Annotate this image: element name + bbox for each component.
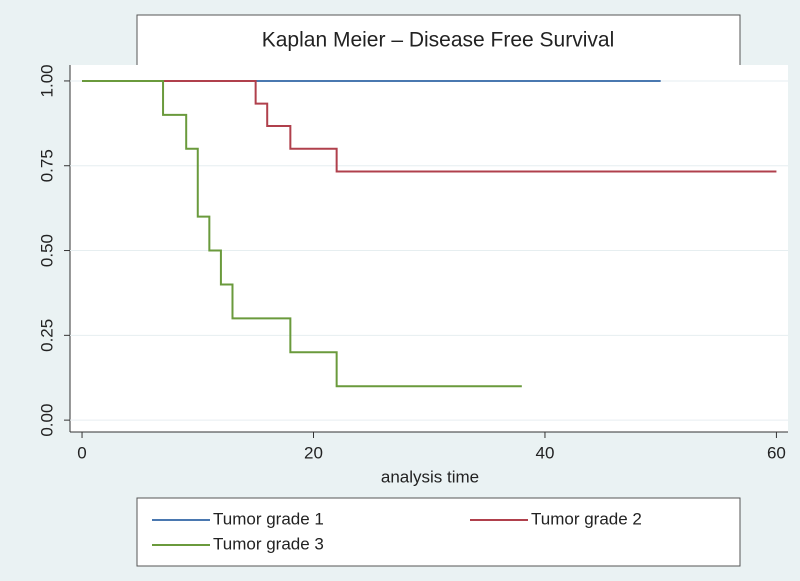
- x-tick-label: 60: [767, 443, 786, 462]
- x-tick-label: 40: [536, 443, 555, 462]
- y-tick-label: 1.00: [37, 64, 56, 97]
- y-tick-label: 0.50: [37, 234, 56, 267]
- x-axis-label: analysis time: [381, 467, 479, 486]
- legend-label: Tumor grade 2: [531, 509, 642, 528]
- title-box: [136, 14, 741, 67]
- y-tick-label: 0.75: [37, 149, 56, 182]
- legend: [136, 497, 741, 567]
- survival-line: [82, 79, 777, 173]
- y-tick-label: 0.00: [37, 404, 56, 437]
- x-tick-label: 20: [304, 443, 323, 462]
- chart-title: Kaplan Meier – Disease Free Survival: [262, 29, 615, 52]
- legend-label: Tumor grade 3: [213, 534, 324, 553]
- plot-area: [70, 65, 788, 432]
- legend-label: Tumor grade 1: [213, 509, 324, 528]
- survival-line: [82, 79, 522, 388]
- x-tick-label: 0: [77, 443, 86, 462]
- y-tick-label: 0.25: [37, 319, 56, 352]
